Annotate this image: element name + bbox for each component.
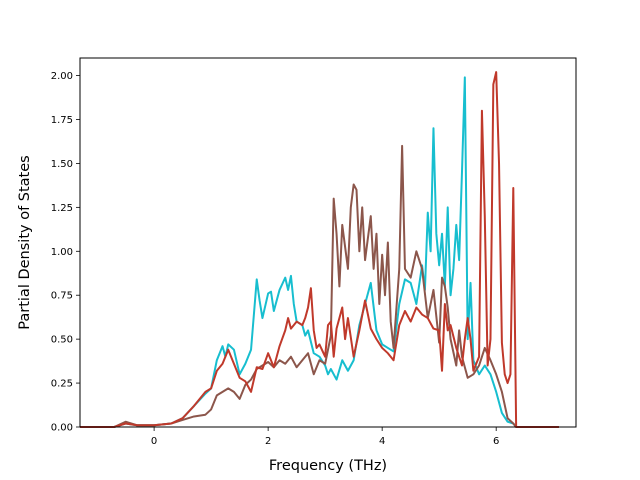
plot-frame xyxy=(79,57,577,428)
y-tick-label: 0.00 xyxy=(51,423,73,434)
series-line-3 xyxy=(80,71,559,428)
y-tick-label: 0.75 xyxy=(51,291,73,302)
x-axis-label: Frequency (THz) xyxy=(269,458,387,474)
x-tick-label: 6 xyxy=(493,436,499,447)
y-axis: 0.00 0.25 0.50 0.75 1.00 1.25 1.50 1.75 2.00 xyxy=(51,71,80,434)
x-tick-label: 2 xyxy=(265,436,271,447)
series-layer xyxy=(80,71,559,428)
y-axis-label: Partial Density of States xyxy=(17,155,33,329)
series-line-2 xyxy=(80,144,559,428)
y-tick-label: 1.50 xyxy=(51,159,73,170)
y-tick-label: 1.25 xyxy=(51,203,73,214)
series-line-1 xyxy=(80,76,559,428)
y-tick-label: 0.25 xyxy=(51,379,73,390)
y-tick-label: 0.50 xyxy=(51,335,73,346)
x-tick-label: 4 xyxy=(379,436,385,447)
y-tick-label: 1.75 xyxy=(51,115,73,126)
y-tick-label: 1.00 xyxy=(51,247,73,258)
x-tick-label: 0 xyxy=(151,436,157,447)
x-axis: 0 2 4 6 xyxy=(151,427,499,447)
y-tick-label: 2.00 xyxy=(51,71,73,82)
